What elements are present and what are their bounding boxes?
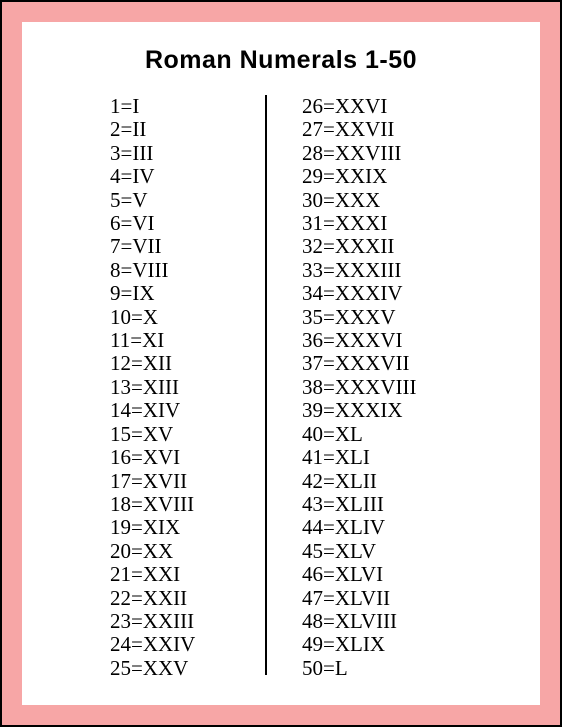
- numeral-entry: 5=V: [110, 189, 260, 212]
- numeral-entry: 12=XII: [110, 352, 260, 375]
- numeral-entry: 13=XIII: [110, 376, 260, 399]
- numeral-entry: 38=XXXVIII: [302, 376, 482, 399]
- numeral-entry: 26=XXVI: [302, 95, 482, 118]
- numeral-entry: 40=XL: [302, 423, 482, 446]
- numeral-entry: 29=XXIX: [302, 165, 482, 188]
- numeral-entry: 16=XVI: [110, 446, 260, 469]
- numeral-entry: 27=XXVII: [302, 118, 482, 141]
- numeral-entry: 14=XIV: [110, 399, 260, 422]
- numeral-entry: 1=I: [110, 95, 260, 118]
- numeral-entry: 44=XLIV: [302, 516, 482, 539]
- numeral-entry: 34=XXXIV: [302, 282, 482, 305]
- numeral-entry: 7=VII: [110, 235, 260, 258]
- numeral-entry: 6=VI: [110, 212, 260, 235]
- numeral-entry: 23=XXIII: [110, 610, 260, 633]
- numeral-entry: 45=XLV: [302, 540, 482, 563]
- numeral-entry: 25=XXV: [110, 657, 260, 680]
- numeral-entry: 21=XXI: [110, 563, 260, 586]
- numeral-entry: 22=XXII: [110, 587, 260, 610]
- numeral-entry: 33=XXXIII: [302, 259, 482, 282]
- page-title: Roman Numerals 1-50: [52, 46, 510, 75]
- numeral-entry: 32=XXXII: [302, 235, 482, 258]
- numeral-entry: 47=XLVII: [302, 587, 482, 610]
- numeral-entry: 8=VIII: [110, 259, 260, 282]
- numeral-entry: 4=IV: [110, 165, 260, 188]
- numeral-entry: 24=XXIV: [110, 633, 260, 656]
- numeral-entry: 49=XLIX: [302, 633, 482, 656]
- numeral-entry: 2=II: [110, 118, 260, 141]
- columns-container: 1=I2=II3=III4=IV5=V6=VI7=VII8=VIII9=IX10…: [52, 95, 510, 685]
- numeral-entry: 50=L: [302, 657, 482, 680]
- numeral-entry: 17=XVII: [110, 470, 260, 493]
- outer-border: Roman Numerals 1-50 1=I2=II3=III4=IV5=V6…: [0, 0, 562, 727]
- column-divider: [265, 95, 267, 675]
- numeral-entry: 46=XLVI: [302, 563, 482, 586]
- left-column: 1=I2=II3=III4=IV5=V6=VI7=VII8=VIII9=IX10…: [80, 95, 260, 685]
- inner-panel: Roman Numerals 1-50 1=I2=II3=III4=IV5=V6…: [22, 22, 540, 705]
- numeral-entry: 48=XLVIII: [302, 610, 482, 633]
- numeral-entry: 36=XXXVI: [302, 329, 482, 352]
- numeral-entry: 11=XI: [110, 329, 260, 352]
- numeral-entry: 10=X: [110, 306, 260, 329]
- numeral-entry: 15=XV: [110, 423, 260, 446]
- numeral-entry: 41=XLI: [302, 446, 482, 469]
- right-column: 26=XXVI27=XXVII28=XXVIII29=XXIX30=XXX31=…: [272, 95, 482, 685]
- numeral-entry: 35=XXXV: [302, 306, 482, 329]
- numeral-entry: 31=XXXI: [302, 212, 482, 235]
- numeral-entry: 39=XXXIX: [302, 399, 482, 422]
- numeral-entry: 28=XXVIII: [302, 142, 482, 165]
- numeral-entry: 9=IX: [110, 282, 260, 305]
- numeral-entry: 37=XXXVII: [302, 352, 482, 375]
- numeral-entry: 42=XLII: [302, 470, 482, 493]
- numeral-entry: 20=XX: [110, 540, 260, 563]
- numeral-entry: 18=XVIII: [110, 493, 260, 516]
- numeral-entry: 43=XLIII: [302, 493, 482, 516]
- numeral-entry: 19=XIX: [110, 516, 260, 539]
- numeral-entry: 30=XXX: [302, 189, 482, 212]
- numeral-entry: 3=III: [110, 142, 260, 165]
